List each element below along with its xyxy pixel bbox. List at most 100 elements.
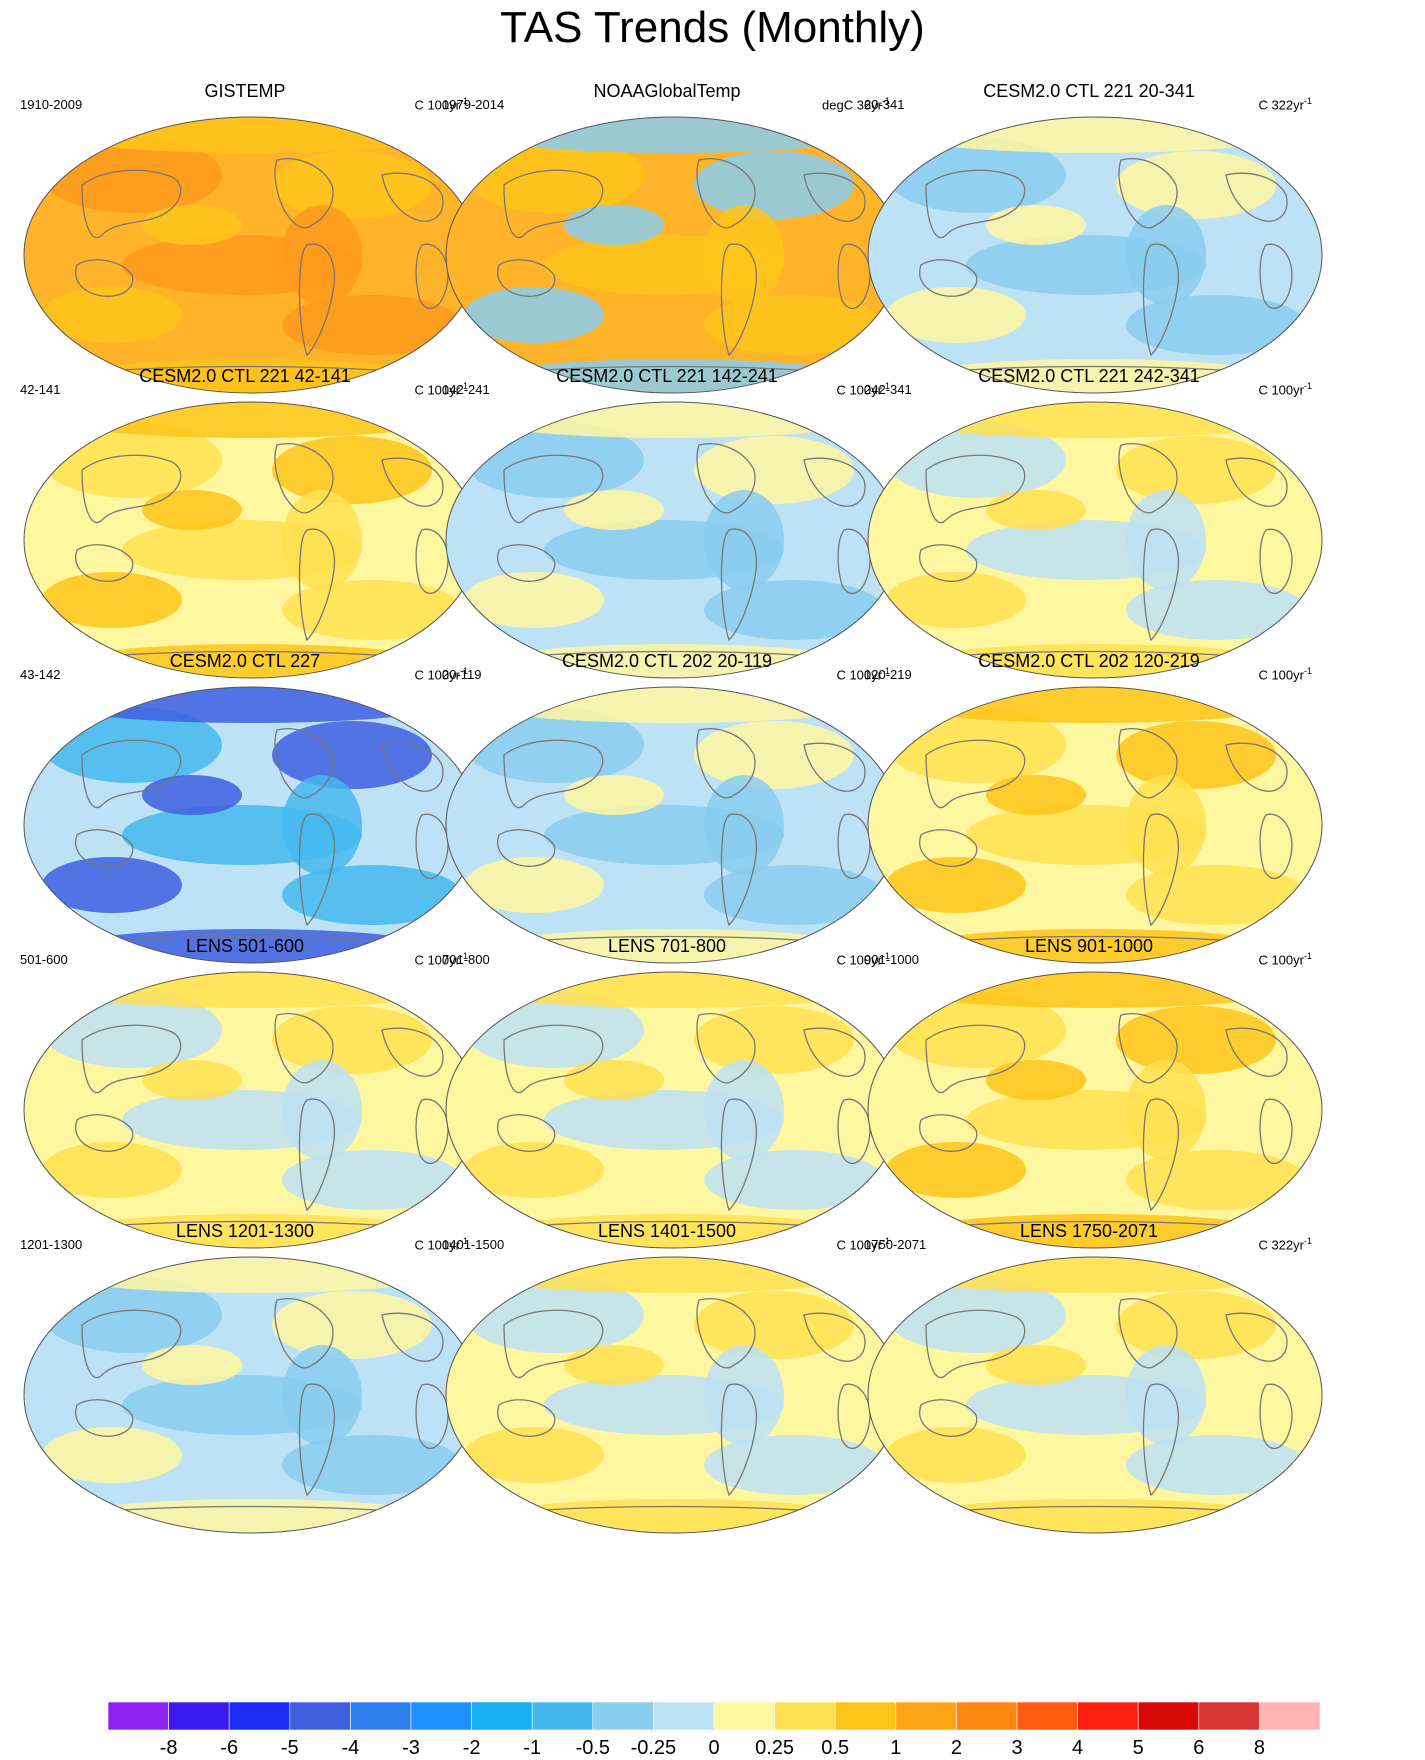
panel-units-text: C 100yr xyxy=(1258,667,1304,683)
panel-period-label: 242-341 xyxy=(864,382,912,397)
coastline xyxy=(274,728,334,799)
coastline xyxy=(497,1114,556,1152)
panel-units-label: C 100yr-1 xyxy=(414,663,468,683)
figure-title: TAS Trends (Monthly) xyxy=(500,3,925,52)
anomaly-region xyxy=(886,1142,1026,1198)
anomaly-region xyxy=(1116,721,1276,789)
anomaly-region xyxy=(1126,865,1306,925)
colorbar-swatch xyxy=(774,1701,836,1731)
panel-units-label: C 100yr-1 xyxy=(414,378,468,398)
anomaly-region xyxy=(1126,1150,1306,1210)
anomaly-region xyxy=(886,287,1026,343)
anomaly-region xyxy=(464,1142,604,1198)
panel-units-text: C 100yr xyxy=(1258,382,1304,398)
coastline xyxy=(81,454,182,523)
coastline xyxy=(75,544,134,582)
colorbar-swatch xyxy=(653,1701,715,1731)
anomaly-region xyxy=(694,1291,854,1359)
anomaly-region xyxy=(272,1006,432,1074)
panel-period-label: 43-142 xyxy=(20,667,61,682)
colorbar-swatch xyxy=(289,1701,351,1731)
coastline xyxy=(497,1399,556,1437)
coastline xyxy=(381,742,444,792)
colorbar-swatch xyxy=(228,1701,291,1731)
coastline xyxy=(497,544,556,582)
colorbar-swatch xyxy=(956,1701,1018,1731)
panel-units-text: C 322yr xyxy=(1258,1237,1304,1253)
coastline xyxy=(720,243,758,357)
coastline xyxy=(1225,457,1288,507)
coastline xyxy=(803,172,866,222)
anomaly-region xyxy=(694,436,854,504)
anomaly-region xyxy=(464,857,604,913)
panel-units-text: C 100yr xyxy=(1258,952,1304,968)
colorbar-swatch xyxy=(1077,1701,1139,1731)
colorbar-tick-label: 3 xyxy=(1011,1737,1023,1759)
colorbar-tick-label: 4 xyxy=(1072,1737,1084,1759)
anomaly-region xyxy=(886,572,1026,628)
coastline xyxy=(925,169,1026,238)
panel-units-text: C 100yr xyxy=(414,952,460,968)
panel-units-exponent: -1 xyxy=(459,96,468,106)
anomaly-region xyxy=(986,1345,1086,1385)
coastline xyxy=(274,443,334,514)
anomaly-region xyxy=(272,1291,432,1359)
anomaly-region xyxy=(142,1345,242,1385)
anomaly-region xyxy=(282,295,462,355)
coastline xyxy=(381,457,444,507)
panel-title: CESM2.0 CTL 221 242-341 xyxy=(978,366,1200,386)
map-panel: CESM2.0 CTL 202 20-119 20-119 C 100yr-1 xyxy=(432,650,902,968)
panel-units-exponent: -1 xyxy=(1303,1236,1312,1246)
coastline xyxy=(696,158,756,229)
coastline xyxy=(1259,1098,1293,1165)
anomaly-region xyxy=(42,857,182,913)
coastline xyxy=(415,528,449,595)
anomaly-region xyxy=(1116,436,1276,504)
colorbar-tick-label: -8 xyxy=(159,1737,178,1759)
panel-title: NOAAGlobalTemp xyxy=(593,81,741,101)
coastline xyxy=(696,1013,756,1084)
anomaly-region xyxy=(464,287,604,343)
map-outline xyxy=(867,401,1323,679)
anomaly-region xyxy=(282,1435,462,1495)
coastline xyxy=(720,813,758,927)
colorbar-swatch xyxy=(531,1701,594,1731)
anomaly-region xyxy=(1116,1291,1276,1359)
anomaly-region xyxy=(694,151,854,219)
panel-units-exponent: -1 xyxy=(881,96,890,106)
coastline xyxy=(837,813,871,880)
colorbar-tick-label: -1 xyxy=(523,1737,542,1759)
map-panel: CESM2.0 CTL 227 43-142 C 100yr-1 xyxy=(10,650,480,968)
coastline xyxy=(720,1098,758,1212)
coastline xyxy=(503,739,604,808)
coastline xyxy=(837,528,871,595)
anomaly-region xyxy=(564,490,664,530)
panel-units-exponent: -1 xyxy=(459,381,468,391)
panel-units-exponent: -1 xyxy=(881,666,890,676)
anomaly-region xyxy=(704,205,784,305)
anomaly-region xyxy=(704,775,784,875)
panel-title: CESM2.0 CTL 221 20-341 xyxy=(983,81,1195,101)
coastline xyxy=(298,243,336,357)
colorbar-swatch xyxy=(592,1701,654,1731)
robinson-map xyxy=(23,686,479,964)
anomaly-region xyxy=(1126,775,1206,875)
anomaly-region xyxy=(42,287,182,343)
coastline xyxy=(925,739,1026,808)
map-panel: GISTEMP 1910-2009 C 100yr-1 xyxy=(10,80,480,398)
coastline xyxy=(925,1309,1026,1378)
panel-units-exponent: -1 xyxy=(1303,951,1312,961)
anomaly-region xyxy=(42,1427,182,1483)
anomaly-region xyxy=(986,490,1086,530)
panel-units-text: degC 36yr xyxy=(822,97,882,113)
coastline xyxy=(75,259,134,297)
coastline xyxy=(1118,443,1178,514)
anomaly-region xyxy=(694,1006,854,1074)
map-outline xyxy=(867,686,1323,964)
coastline xyxy=(803,742,866,792)
anomaly-region xyxy=(986,205,1086,245)
anomaly-region xyxy=(493,1499,853,1533)
panel-units-text: C 100yr xyxy=(414,382,460,398)
robinson-map xyxy=(445,1256,901,1534)
colorbar-swatch xyxy=(895,1701,957,1731)
